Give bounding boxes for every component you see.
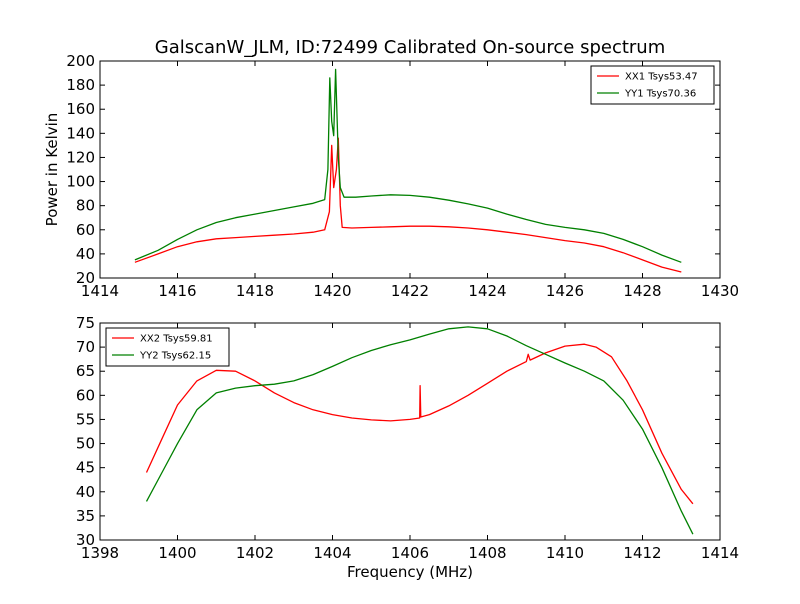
legend-box	[590, 65, 715, 105]
x-axis-label: Frequency (MHz)	[347, 563, 473, 581]
series-line-2	[145, 326, 694, 535]
x-tick-label: 1398	[81, 544, 119, 562]
y-tick-label: 65	[76, 362, 95, 380]
y-tick-label: 80	[76, 197, 95, 215]
y-tick-label: 55	[76, 410, 95, 428]
x-tick-label: 1414	[701, 544, 739, 562]
y-tick-label: 45	[76, 459, 95, 477]
x-tick-label: 1410	[546, 544, 584, 562]
panel-2: 1398 1400 1402 1404 1406 1408 1410 1412 1414 30 35…	[76, 314, 739, 581]
y-tick-label: 120	[66, 148, 95, 166]
x-tick-label: 1428	[623, 282, 661, 300]
y-tick-label: 40	[76, 245, 95, 263]
y-tick-label: 50	[76, 435, 95, 453]
legend: XX2 Tsys59.81 YY2 Tsys62.15	[105, 327, 230, 367]
legend-label: XX1 Tsys53.47	[625, 72, 698, 83]
x-tick-label: 1426	[546, 282, 584, 300]
x-tick-label: 1400	[158, 544, 196, 562]
y-tick-label: 20	[76, 269, 95, 287]
series-line-2	[134, 68, 682, 263]
legend-label: XX2 Tsys59.81	[140, 334, 213, 345]
x-tick-label: 1430	[701, 282, 739, 300]
x-tick-label: 1416	[158, 282, 196, 300]
y-tick-label: 60	[76, 221, 95, 239]
y-tick-label: 180	[66, 76, 95, 94]
y-tick-label: 140	[66, 124, 95, 142]
chart-title: GalscanW_JLM, ID:72499 Calibrated On-sou…	[155, 37, 666, 58]
y-tick-label: 75	[76, 314, 95, 332]
x-tick-label: 1404	[313, 544, 351, 562]
series-line-1	[145, 343, 694, 505]
y-axis-label: Power in Kelvin	[43, 113, 61, 227]
x-tick-label: 1402	[236, 544, 274, 562]
y-tick-label: 60	[76, 386, 95, 404]
y-tick-label: 30	[76, 531, 95, 549]
x-tick-label: 1420	[313, 282, 351, 300]
legend-label: YY2 Tsys62.15	[139, 351, 211, 362]
x-tick-label: 1406	[391, 544, 429, 562]
y-tick-label: 70	[76, 338, 95, 356]
panel-1: 1414 1416 1418 1420 1422 1424 1426 1428 1430 20 40…	[43, 52, 739, 300]
legend: XX1 Tsys53.47 YY1 Tsys70.36	[590, 65, 715, 105]
x-tick-label: 1424	[468, 282, 506, 300]
x-tick-label: 1414	[81, 282, 119, 300]
x-tick-label: 1418	[236, 282, 274, 300]
legend-box	[105, 327, 230, 367]
y-tick-label: 35	[76, 507, 95, 525]
x-tick-label: 1422	[391, 282, 429, 300]
x-tick-label: 1408	[468, 544, 506, 562]
y-tick-label: 100	[66, 173, 95, 191]
y-tick-label: 160	[66, 100, 95, 118]
x-tick-label: 1412	[623, 544, 661, 562]
legend-label: YY1 Tsys70.36	[624, 89, 696, 100]
y-tick-label: 200	[66, 52, 95, 70]
series-line-1	[134, 137, 682, 273]
y-tick-label: 40	[76, 483, 95, 501]
